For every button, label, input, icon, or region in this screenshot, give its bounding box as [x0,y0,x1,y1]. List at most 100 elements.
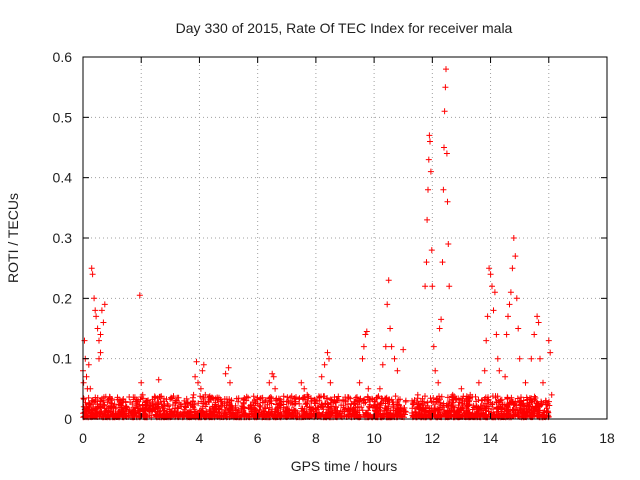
x-tick-label: 2 [137,430,145,446]
data-point [487,271,494,278]
data-point [513,295,520,302]
data-point [92,307,99,314]
data-point [429,283,436,290]
data-point [195,379,201,386]
data-point [443,66,449,73]
data-point [505,313,511,320]
gridlines [83,57,607,419]
data-point [391,355,398,362]
data-point [96,355,102,362]
data-point [423,259,430,266]
data-point [385,277,392,284]
data-point [384,301,391,308]
data-point [435,379,442,386]
data-point [85,361,92,368]
data-point [503,331,510,338]
data-point [493,331,500,338]
data-point [427,138,433,145]
y-axis-label: ROTI / TECUs [5,193,21,283]
data-point [266,379,273,386]
data-point [96,337,102,344]
y-tick-label: 0.3 [53,230,73,246]
data-point [496,367,503,374]
chart-title: Day 330 of 2015, Rate Of TEC Index for r… [176,20,513,36]
data-point [136,292,143,299]
data-point [365,385,372,392]
data-point [155,376,162,383]
data-point [506,301,513,308]
data-point [98,307,105,314]
data-point [202,391,209,398]
data-point [425,156,432,163]
data-point [545,337,552,344]
x-tick-label: 16 [541,430,557,446]
data-point [422,283,429,290]
data-point [490,307,497,314]
data-point [427,168,434,175]
data-point [507,289,514,296]
x-tick-label: 6 [254,430,262,446]
data-point [522,379,529,386]
data-point [227,379,233,386]
data-point [424,216,431,223]
data-point [97,331,104,338]
data-point [324,349,331,356]
data-point [88,397,95,404]
data-point [312,397,319,404]
data-point [190,391,197,398]
x-tick-label: 18 [599,430,615,446]
data-point [80,379,87,386]
data-point [528,355,535,362]
x-tick-label: 4 [196,430,204,446]
data-point [123,403,130,410]
data-point [432,367,439,374]
data-point [489,283,495,290]
data-point [540,379,546,386]
data-point [93,313,100,320]
data-point [90,403,97,410]
data-point [409,397,415,404]
x-axis-label: GPS time / hours [291,458,398,474]
y-tick-label: 0.6 [53,49,73,65]
data-points [80,66,555,410]
data-point [430,343,437,350]
data-point [441,144,447,151]
data-point [200,361,207,368]
data-point [445,241,452,247]
data-point [139,391,146,398]
data-point [414,391,421,398]
data-point [254,400,261,407]
data-point [173,397,180,404]
data-point [494,355,501,362]
data-point [342,397,348,404]
data-point [425,186,431,193]
data-point [449,391,456,398]
data-point [318,373,325,380]
data-point [442,84,449,91]
data-point [512,253,519,260]
data-point [91,295,98,302]
data-point [531,331,538,338]
plot-frame [82,56,608,420]
data-point [360,343,367,350]
data-point [304,391,311,398]
data-point [269,370,276,377]
data-point [94,325,101,332]
data-point [138,379,145,386]
data-point [444,198,451,205]
y-tick-label: 0.2 [53,290,73,306]
data-point [97,349,104,356]
data-point [356,379,363,386]
data-point [101,301,108,308]
data-point [483,337,490,344]
x-tick-label: 8 [312,430,320,446]
data-point [510,235,517,241]
data-point [109,403,116,410]
data-point [467,391,474,398]
y-tick-label: 0.4 [53,170,73,186]
data-point [363,328,370,335]
data-point [509,265,516,272]
data-point [117,397,124,404]
data-point [228,397,235,404]
